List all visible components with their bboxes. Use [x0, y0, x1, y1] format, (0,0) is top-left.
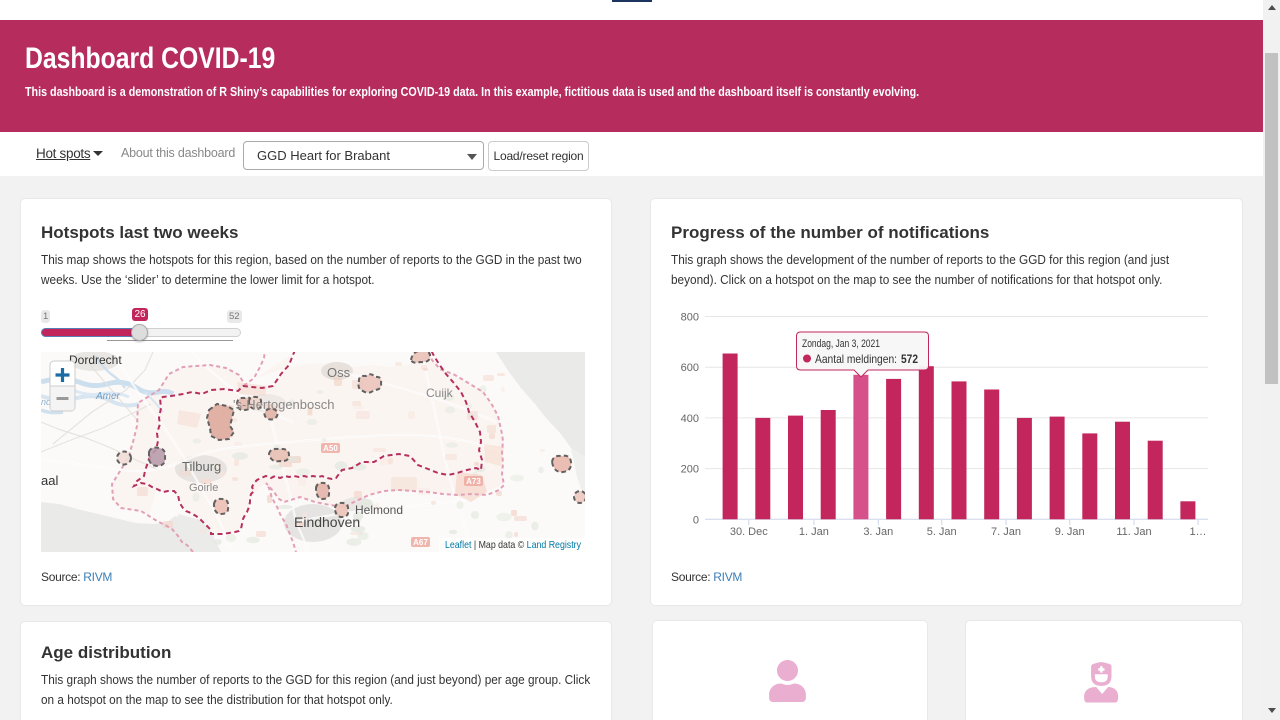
- svg-text:600: 600: [681, 362, 699, 374]
- svg-text:572: 572: [901, 352, 918, 366]
- svg-text:7. Jan: 7. Jan: [991, 526, 1021, 538]
- svg-text:Dordrecht: Dordrecht: [69, 353, 122, 367]
- svg-text:Leaflet | Map data © Land Regi: Leaflet | Map data © Land Registry: [445, 539, 582, 551]
- svg-text:200: 200: [681, 464, 699, 476]
- svg-text:Tilburg: Tilburg: [182, 459, 221, 474]
- svg-text:0: 0: [693, 514, 699, 526]
- svg-text:9. Jan: 9. Jan: [1055, 526, 1085, 538]
- svg-text:Aantal meldingen:: Aantal meldingen:: [815, 352, 897, 366]
- svg-text:'s-Hertogenbosch: 's-Hertogenbosch: [233, 397, 334, 412]
- svg-text:Oss: Oss: [327, 365, 351, 380]
- svg-text:1…: 1…: [1189, 526, 1206, 538]
- svg-text:Goirle: Goirle: [189, 482, 218, 494]
- svg-text:30. Dec: 30. Dec: [730, 526, 768, 538]
- svg-text:Helmond: Helmond: [355, 503, 403, 517]
- svg-text:Cuijk: Cuijk: [426, 386, 454, 400]
- svg-text:Amer: Amer: [95, 391, 121, 402]
- svg-text:Eindhoven: Eindhoven: [294, 514, 360, 530]
- svg-text:nd: nd: [41, 397, 52, 407]
- svg-text:11. Jan: 11. Jan: [1116, 526, 1151, 538]
- svg-text:1. Jan: 1. Jan: [799, 526, 829, 538]
- svg-text:3. Jan: 3. Jan: [863, 526, 893, 538]
- svg-text:5. Jan: 5. Jan: [927, 526, 957, 538]
- svg-text:Zondag, Jan 3, 2021: Zondag, Jan 3, 2021: [802, 338, 880, 350]
- svg-text:400: 400: [681, 413, 699, 425]
- svg-text:800: 800: [681, 312, 699, 324]
- svg-text:A73: A73: [466, 477, 481, 486]
- svg-text:A50: A50: [323, 444, 338, 453]
- svg-text:A67: A67: [413, 538, 428, 547]
- svg-text:aal: aal: [41, 473, 58, 488]
